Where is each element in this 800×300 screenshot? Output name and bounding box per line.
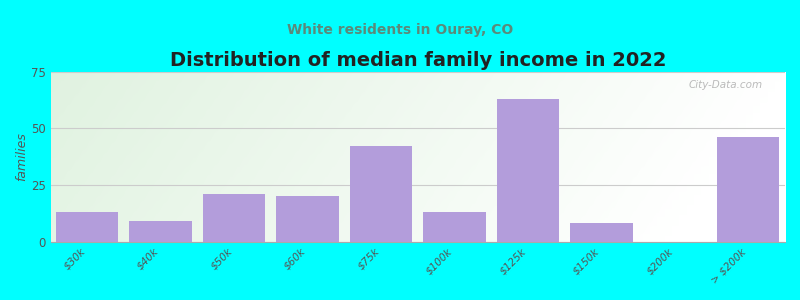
Bar (203, 194, 266, 242)
Text: White residents in Ouray, CO: White residents in Ouray, CO (287, 23, 513, 37)
Bar (497, 99, 559, 242)
Bar (570, 224, 633, 242)
Bar (130, 221, 192, 242)
Y-axis label: families: families (15, 132, 28, 181)
Bar (276, 196, 338, 242)
Bar (717, 137, 779, 242)
Bar (423, 212, 486, 242)
Bar (350, 146, 412, 242)
Title: Distribution of median family income in 2022: Distribution of median family income in … (170, 51, 666, 70)
Text: City-Data.com: City-Data.com (689, 80, 763, 90)
Bar (56, 212, 118, 242)
